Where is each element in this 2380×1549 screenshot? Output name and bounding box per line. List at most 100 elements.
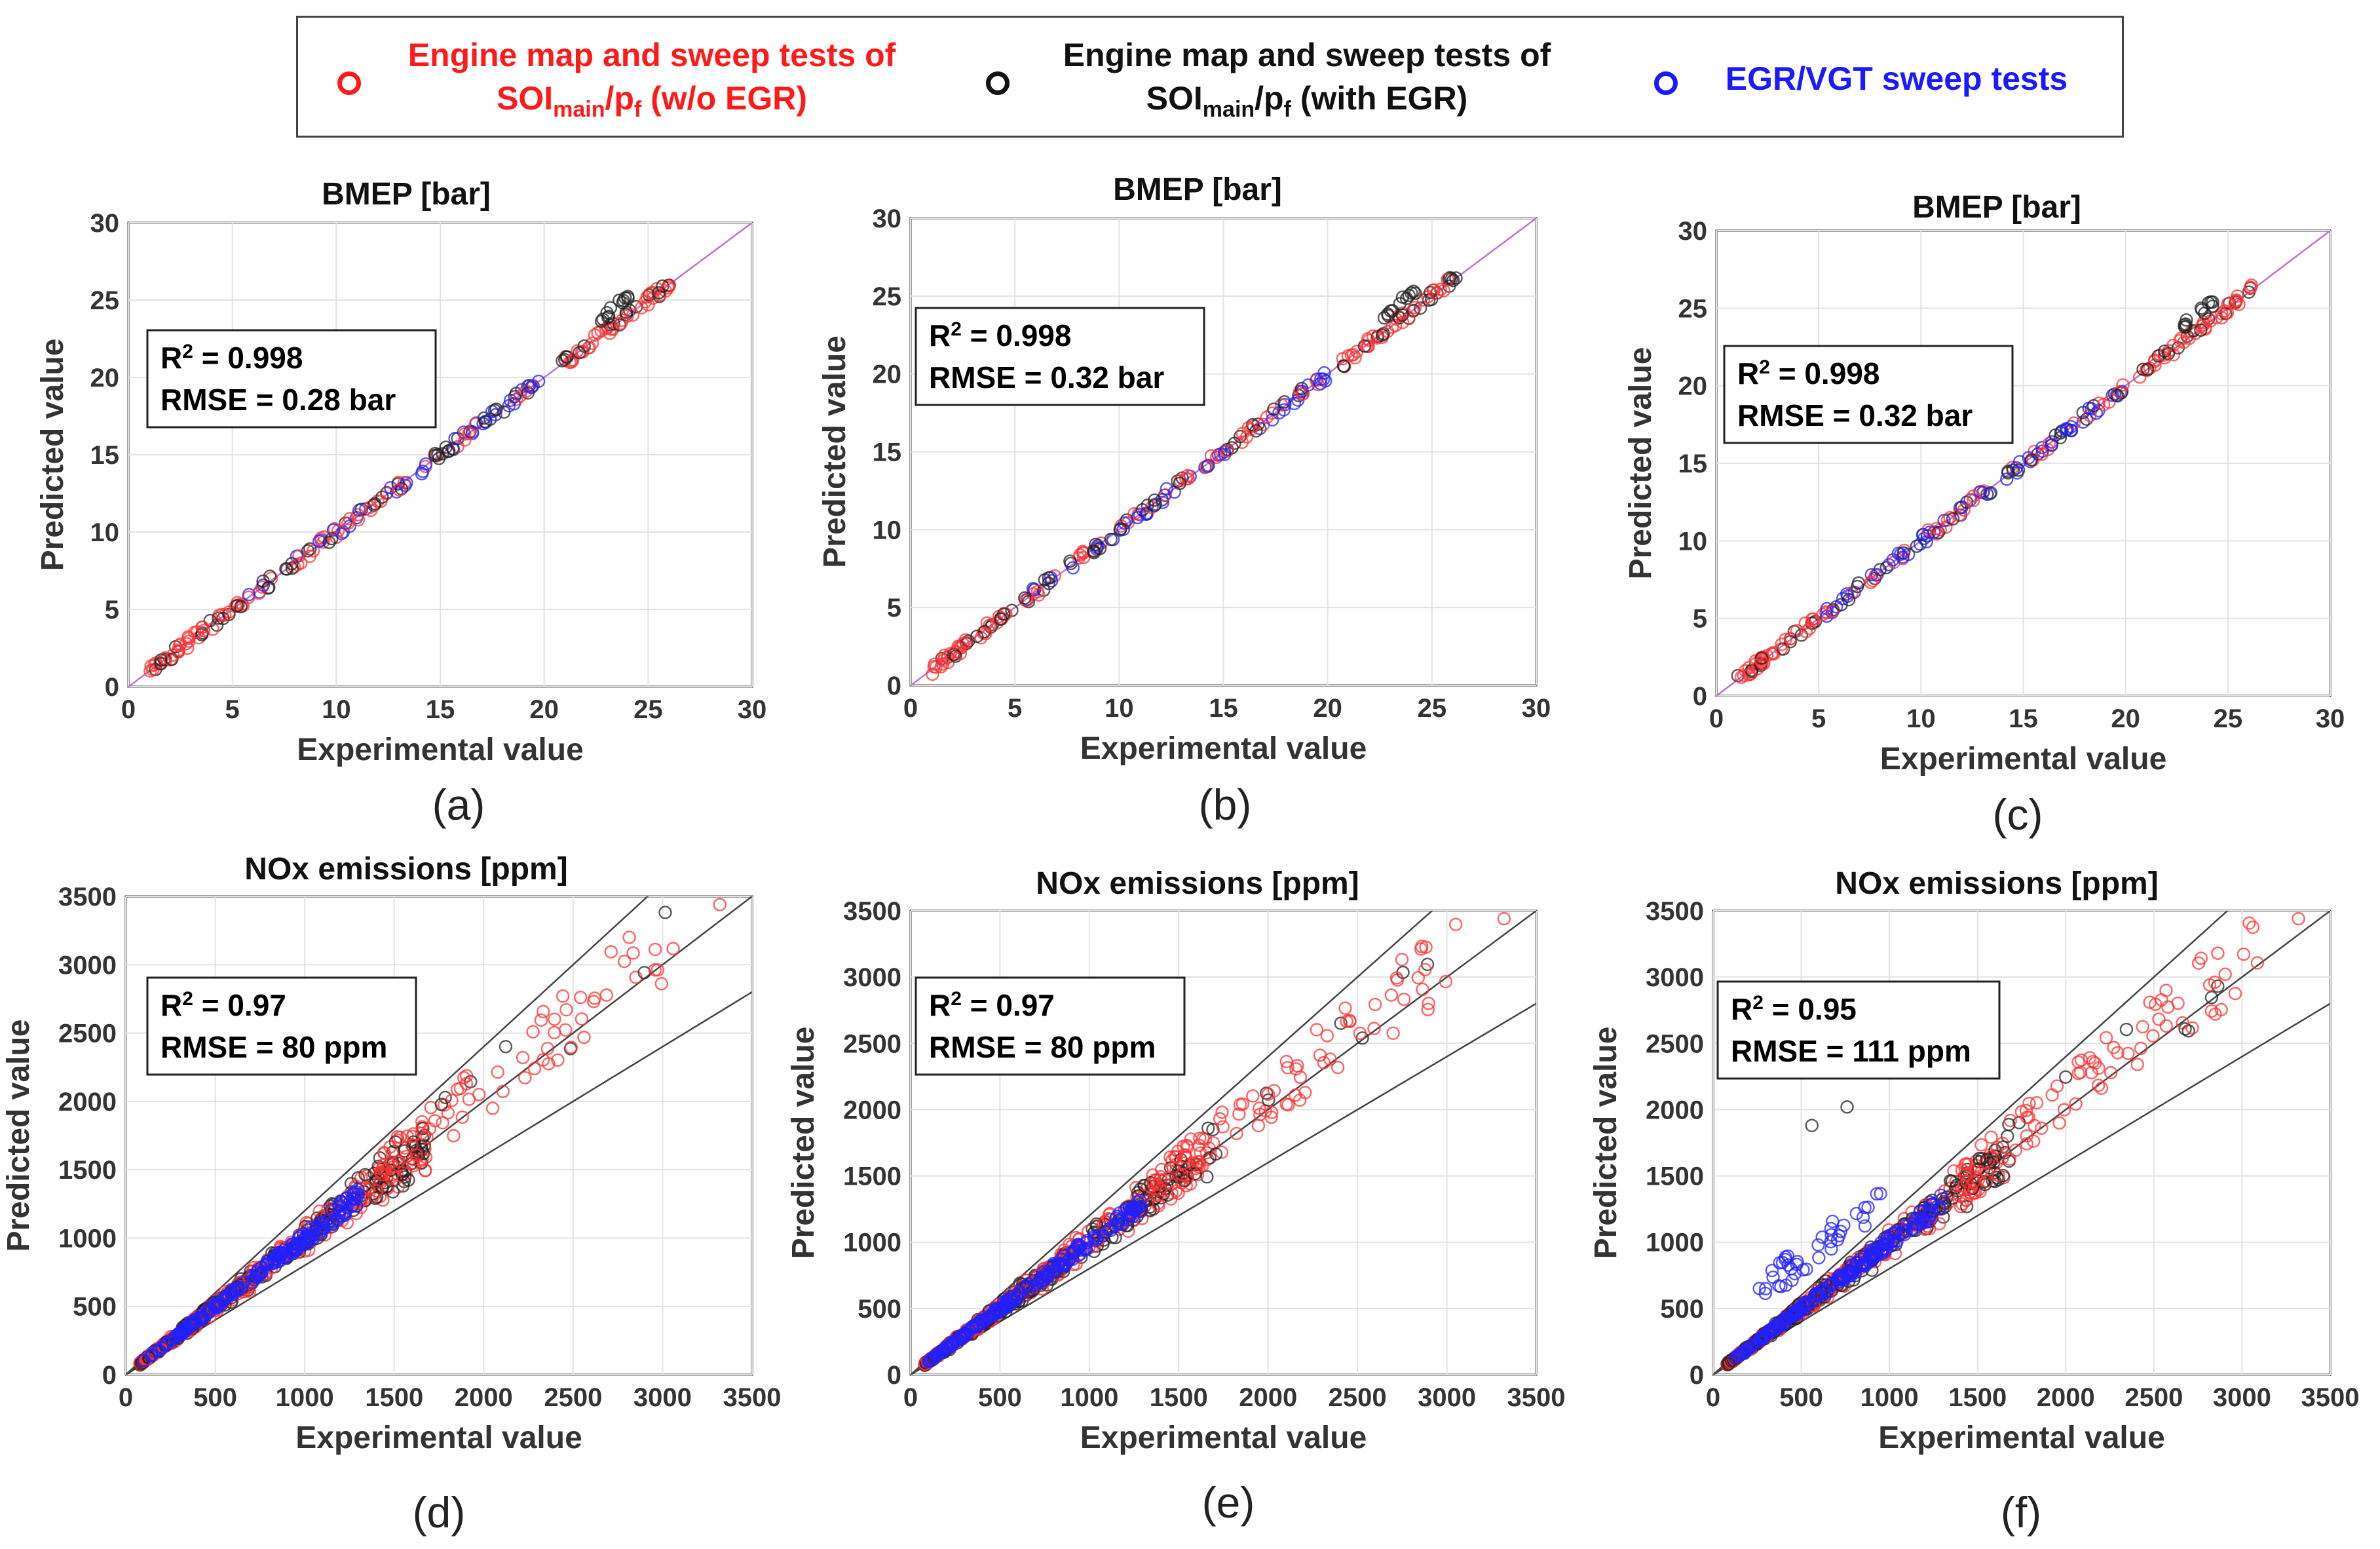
data-point [2035,1121,2049,1135]
y-tick-label: 3500 [843,897,901,926]
y-tick-label: 15 [873,438,902,467]
data-point [556,354,569,368]
data-point [1889,1225,1902,1238]
y-tick-label: 2000 [58,1088,117,1117]
data-point [457,1071,471,1085]
data-point [1856,1210,1870,1225]
data-point [1213,1112,1227,1126]
y-tick-label: 1000 [843,1229,901,1257]
data-point [1215,1145,1229,1159]
data-point [2104,1065,2118,1080]
data-point [1788,1267,1802,1281]
x-tick-label: 500 [1779,1383,1823,1412]
data-point [1923,1202,1936,1216]
x-tick-label: 0 [1709,704,1724,733]
data-point [1796,1263,1810,1277]
x-tick-label: 2500 [1329,1383,1387,1412]
y-tick-label: 10 [873,516,902,545]
data-point [1241,421,1255,435]
data-point [1386,303,1400,318]
data-point [1449,271,1463,285]
data-point [312,534,326,548]
data-point [1148,493,1162,507]
y-axis-label: Predicted value [786,1027,821,1259]
data-point [1206,1122,1220,1137]
y-tick-label: 10 [1678,527,1708,556]
data-point [1204,449,1218,463]
data-point [2069,1097,2083,1111]
data-point [613,294,626,307]
data-point [1367,1022,1381,1035]
data-point [536,1053,550,1067]
stats-box: R2 = 0.998 RMSE = 0.32 bar [915,307,1205,406]
r2-value: = 0.95 [1764,992,1857,1026]
data-point [312,1226,327,1240]
data-point [1021,1277,1035,1291]
data-point [406,1130,420,1143]
data-point [441,1106,455,1120]
data-point [351,1187,365,1201]
data-point [1320,1029,1334,1042]
data-point [1193,1131,1207,1145]
data-point [436,1116,449,1130]
data-point [2087,398,2101,413]
chart-panel-c: 0 5 10 15 20 25 30 0 5 10 15 20 25 30 BMEP [bar] Experi… [1623,190,2345,776]
blue-circle-marker-icon [1654,71,1678,95]
data-point [2211,979,2225,993]
data-point [559,1003,573,1017]
stats-box: R2 = 0.95 RMSE = 111 ppm [1716,980,2001,1080]
data-point [1758,1286,1772,1301]
data-point [1890,1234,1904,1248]
data-point [2106,389,2119,402]
data-point [635,301,649,315]
data-point [1959,1157,1973,1171]
scatter-points [1731,278,2259,684]
data-point [556,989,570,1003]
y-axis-label: Predicted value [1,1020,36,1252]
data-point [588,991,601,1005]
data-point [1421,1003,1435,1016]
data-point [2246,920,2260,934]
stats-box: R2 = 0.97 RMSE = 80 ppm [915,976,1186,1076]
data-point [626,946,640,960]
data-point [1150,1189,1165,1203]
data-point [648,942,662,957]
data-point [922,1354,936,1368]
data-point [1091,1229,1105,1243]
data-point [2195,303,2209,317]
x-tick-label: 1500 [1150,1383,1208,1412]
data-point [1147,1176,1161,1191]
stats-box-frame [1716,980,2001,1080]
data-point [1045,574,1059,588]
red-circle-marker-icon [337,71,361,95]
data-point [935,1345,949,1360]
data-point [2136,362,2150,376]
data-point [2089,406,2104,420]
data-point [1864,575,1878,590]
data-point [159,651,172,665]
data-point [713,898,727,911]
data-point [206,622,219,636]
x-tick-label: 30 [2316,704,2345,733]
data-point [1785,1273,1799,1287]
legend: Engine map and sweep tests of SOImain/pf… [296,16,2124,138]
data-point [1115,1212,1129,1226]
data-point [1236,1097,1250,1111]
data-point [573,991,588,1004]
chart-panel-e: 0 500 1000 1500 2000 2500 3000 3500 0 500 1000 1500… [786,866,1565,1455]
data-point [1858,1200,1872,1215]
stat-rmse: RMSE = 0.32 bar [929,360,1164,394]
data-point [168,1331,181,1346]
data-point [1836,1272,1850,1286]
y-tick-label: 500 [1660,1295,1704,1324]
data-point [200,1305,215,1319]
y-axis-label: Predicted value [1623,347,1658,580]
data-point [2111,389,2125,403]
data-point [1004,1297,1017,1310]
y-axis-label: Predicted value [35,339,70,571]
data-point [255,580,269,594]
data-point [1253,1101,1266,1115]
data-point [1177,1166,1190,1180]
data-point [225,1283,238,1297]
data-point [1799,624,1813,639]
